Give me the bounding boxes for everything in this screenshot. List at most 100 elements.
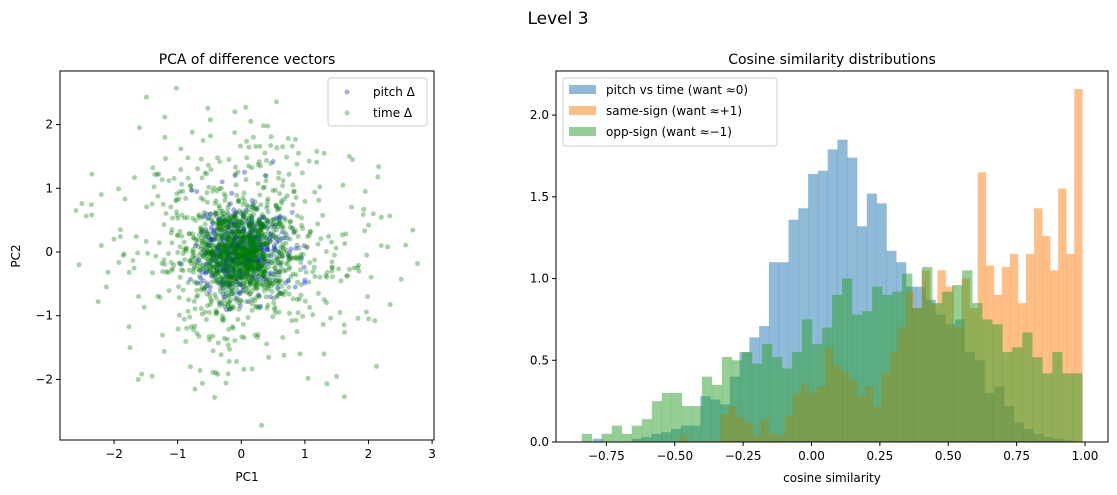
time-delta-point — [249, 239, 255, 245]
time-delta-point — [240, 234, 246, 240]
time-delta-point — [231, 237, 237, 243]
time-delta-point — [250, 247, 256, 253]
time-delta-point — [257, 232, 263, 238]
time-delta-point — [216, 254, 222, 260]
time-delta-point — [247, 232, 253, 238]
time-delta-point — [206, 237, 212, 243]
pitch-delta-point — [257, 303, 263, 309]
time-delta-point — [228, 235, 233, 241]
pitch-delta-point — [215, 245, 221, 251]
time-delta-point — [220, 276, 226, 282]
time-delta-point — [204, 265, 210, 271]
time-delta-point — [168, 230, 174, 236]
pitch-delta-point — [209, 252, 215, 258]
pca-legend: pitch Δ time Δ — [327, 77, 428, 127]
time-delta-point — [176, 295, 182, 301]
pca-x-tick-label: 0 — [237, 447, 245, 461]
pitch-delta-point — [280, 235, 286, 241]
time-delta-point — [276, 273, 282, 279]
time-delta-point — [215, 251, 221, 257]
time-delta-point — [224, 220, 230, 225]
hist-bar-opp-sign — [641, 419, 653, 442]
time-delta-point — [246, 277, 252, 283]
pitch-delta-point — [230, 281, 236, 287]
time-delta-point — [225, 205, 231, 211]
time-delta-point — [150, 165, 156, 171]
time-delta-point — [192, 279, 198, 285]
time-delta-point — [225, 250, 231, 256]
time-delta-point — [227, 231, 233, 237]
time-delta-point — [274, 293, 280, 299]
time-delta-point — [280, 244, 286, 250]
time-delta-point — [230, 270, 235, 276]
time-delta-point — [212, 271, 218, 277]
time-delta-point — [232, 210, 238, 216]
time-delta-point — [230, 229, 236, 235]
time-delta-point — [237, 238, 243, 244]
time-delta-point — [232, 223, 238, 229]
time-delta-point — [264, 267, 270, 272]
pitch-delta-point — [235, 251, 241, 257]
time-delta-point — [256, 293, 262, 299]
pitch-delta-point — [261, 215, 267, 221]
time-delta-point — [287, 255, 293, 261]
time-delta-point — [237, 290, 242, 296]
pitch-delta-point — [266, 236, 272, 242]
time-delta-point — [213, 236, 219, 242]
time-delta-point — [223, 274, 229, 280]
time-delta-point — [243, 299, 249, 305]
pitch-delta-point — [238, 211, 244, 217]
pitch-delta-point — [250, 235, 256, 240]
time-delta-point — [243, 258, 249, 264]
time-delta-point — [264, 217, 270, 223]
time-delta-point — [253, 242, 259, 248]
time-delta-point — [232, 291, 237, 297]
pitch-delta-point — [231, 275, 236, 281]
pitch-delta-point — [257, 253, 263, 259]
time-delta-point — [208, 167, 214, 172]
pitch-delta-point — [258, 221, 264, 227]
time-delta-point — [268, 143, 274, 149]
time-delta-point — [250, 240, 256, 246]
time-delta-point — [190, 269, 196, 275]
time-delta-point — [228, 274, 234, 280]
time-delta-point — [249, 366, 255, 372]
time-delta-point — [245, 262, 251, 268]
pitch-delta-point — [238, 269, 244, 275]
time-delta-point — [209, 279, 215, 285]
hist-bar-opp-sign — [1072, 373, 1083, 442]
time-delta-point — [257, 264, 263, 270]
time-delta-point — [285, 260, 291, 265]
hist-bar-opp-sign — [1052, 352, 1063, 442]
pitch-delta-point — [232, 250, 238, 256]
pitch-delta-point — [266, 271, 272, 277]
time-delta-point — [222, 288, 228, 294]
time-delta-point — [268, 224, 274, 230]
time-delta-point — [274, 294, 280, 300]
time-delta-point — [256, 263, 262, 268]
time-delta-point — [252, 246, 258, 252]
time-delta-point — [255, 280, 261, 286]
pitch-delta-point — [224, 236, 230, 242]
time-delta-point — [244, 202, 250, 208]
time-delta-point — [224, 233, 230, 239]
time-delta-point — [161, 222, 167, 228]
time-delta-point — [251, 222, 257, 228]
time-delta-point — [302, 298, 308, 304]
time-delta-point — [226, 239, 232, 245]
pca-y-label: PC2 — [9, 244, 23, 267]
time-delta-point — [237, 266, 243, 272]
time-delta-point — [212, 200, 218, 206]
time-delta-point — [222, 244, 228, 250]
figure-suptitle: Level 3 — [527, 9, 588, 29]
pitch-delta-point — [259, 223, 265, 229]
time-delta-point — [246, 263, 252, 269]
pitch-delta-point — [189, 187, 195, 193]
time-delta-point — [269, 283, 275, 289]
time-delta-point — [240, 216, 246, 222]
time-delta-point — [243, 262, 249, 268]
time-delta-point — [204, 190, 210, 196]
time-delta-point — [252, 285, 258, 291]
time-delta-point — [241, 271, 247, 277]
time-delta-point — [227, 258, 233, 264]
